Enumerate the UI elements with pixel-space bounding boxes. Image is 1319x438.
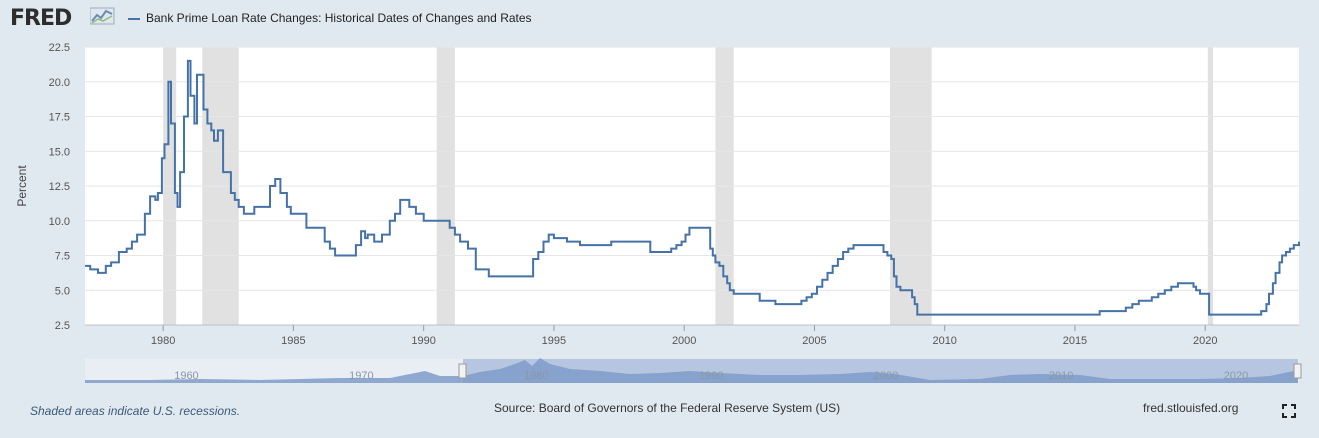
fullscreen-icon[interactable]: [1282, 404, 1296, 418]
fred-logo[interactable]: FRED: [10, 6, 72, 31]
navigator-label: 1960: [174, 370, 198, 382]
site-link[interactable]: fred.stlouisfed.org: [1143, 401, 1239, 415]
chart-legend[interactable]: Bank Prime Loan Rate Changes: Historical…: [128, 11, 532, 25]
navigator[interactable]: 1960 1970 1980 1990 2000 2010 2020: [85, 358, 1302, 383]
y-tick-label: 20.0: [49, 77, 70, 89]
navigator-label: 2020: [1224, 370, 1248, 382]
x-tick-label: 2010: [932, 335, 956, 347]
x-tick-label: 1985: [281, 335, 305, 347]
x-tick-label: 2020: [1193, 335, 1217, 347]
navigator-label: 1980: [524, 370, 548, 382]
x-tick-label: 2015: [1063, 335, 1087, 347]
x-tick-label: 1990: [411, 335, 435, 347]
navigator-label: 1990: [699, 370, 723, 382]
y-tick-label: 10.0: [49, 216, 70, 228]
x-tick-label: 1995: [542, 335, 566, 347]
navigator-label: 2010: [1049, 370, 1073, 382]
y-tick-label: 7.5: [55, 251, 70, 263]
y-tick-label: 17.5: [49, 112, 70, 124]
navigator-label: 1970: [349, 370, 373, 382]
y-tick-label: 2.5: [55, 320, 70, 332]
recession-note: Shaded areas indicate U.S. recessions.: [30, 404, 241, 418]
navigator-series-area: [85, 358, 1298, 383]
legend-series-swatch: [128, 17, 140, 20]
x-tick-label: 2000: [672, 335, 696, 347]
x-tick-label: 2005: [802, 335, 826, 347]
y-tick-label: 22.5: [49, 42, 70, 54]
y-tick-label: 15.0: [49, 146, 70, 158]
y-tick-label: 12.5: [49, 181, 70, 193]
y-tick-label: 5.0: [55, 285, 70, 297]
x-tick-label: 1980: [151, 335, 175, 347]
y-axis-label: Percent: [15, 165, 29, 207]
navigator-label: 2000: [874, 370, 898, 382]
source-text: Source: Board of Governors of the Federa…: [494, 401, 841, 415]
navigator-right-handle[interactable]: [1293, 363, 1302, 379]
legend-series-label: Bank Prime Loan Rate Changes: Historical…: [146, 11, 532, 25]
fred-logo-chart-icon: [90, 7, 115, 25]
navigator-left-handle[interactable]: [458, 363, 467, 379]
series-line: [85, 59, 1300, 316]
